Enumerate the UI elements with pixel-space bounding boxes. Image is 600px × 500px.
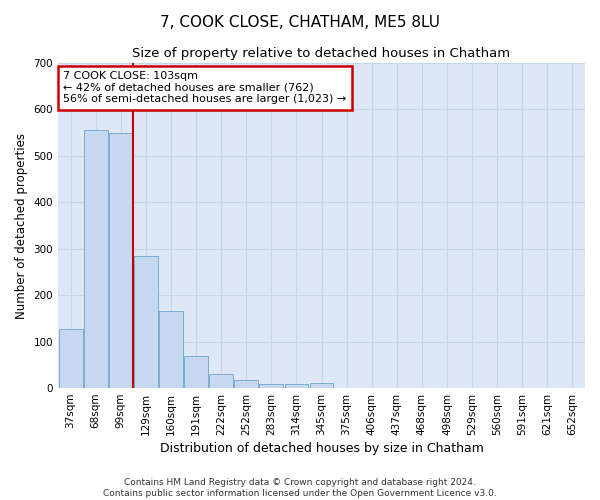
Bar: [310, 384, 334, 388]
Bar: [209, 374, 233, 388]
Text: 7, COOK CLOSE, CHATHAM, ME5 8LU: 7, COOK CLOSE, CHATHAM, ME5 8LU: [160, 15, 440, 30]
Bar: [235, 380, 258, 388]
Text: Contains HM Land Registry data © Crown copyright and database right 2024.
Contai: Contains HM Land Registry data © Crown c…: [103, 478, 497, 498]
Bar: [184, 356, 208, 388]
Text: 7 COOK CLOSE: 103sqm
← 42% of detached houses are smaller (762)
56% of semi-deta: 7 COOK CLOSE: 103sqm ← 42% of detached h…: [64, 71, 347, 104]
Bar: [84, 130, 107, 388]
Bar: [134, 256, 158, 388]
X-axis label: Distribution of detached houses by size in Chatham: Distribution of detached houses by size …: [160, 442, 484, 455]
Y-axis label: Number of detached properties: Number of detached properties: [15, 132, 28, 318]
Bar: [159, 312, 183, 388]
Bar: [284, 384, 308, 388]
Bar: [259, 384, 283, 388]
Title: Size of property relative to detached houses in Chatham: Size of property relative to detached ho…: [133, 48, 511, 60]
Bar: [109, 132, 133, 388]
Bar: [59, 329, 83, 388]
